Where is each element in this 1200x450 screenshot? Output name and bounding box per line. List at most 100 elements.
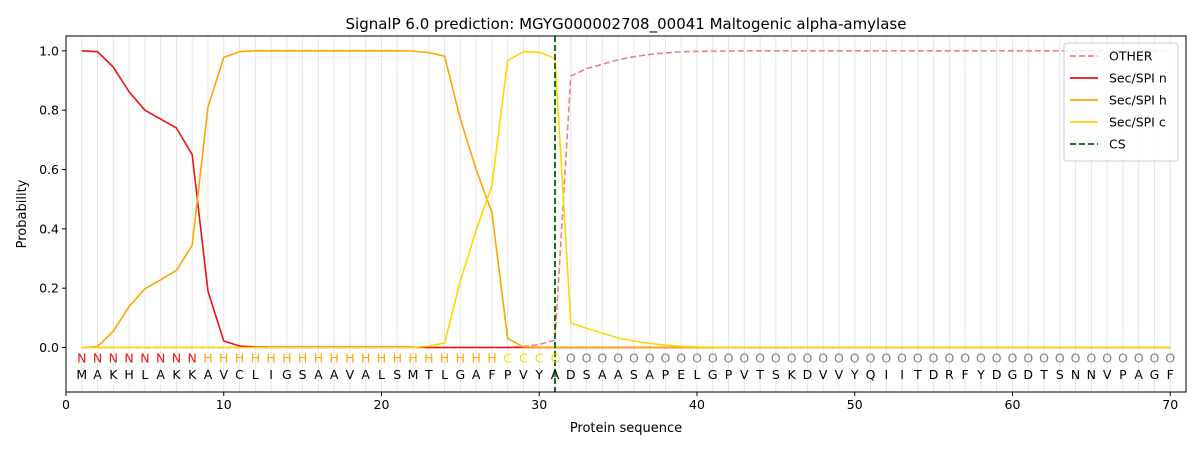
- region-label: H: [329, 350, 338, 365]
- region-label: O: [1055, 350, 1065, 365]
- residue-label: D: [992, 367, 1002, 382]
- region-label: O: [834, 350, 844, 365]
- residue-label: V: [835, 367, 844, 382]
- x-tick-label: 20: [374, 397, 390, 412]
- residue-label: A: [156, 367, 165, 382]
- residue-label: A: [551, 367, 560, 382]
- y-tick-label: 0.2: [39, 281, 59, 296]
- residue-label: T: [424, 367, 433, 382]
- legend-label: Sec/SPI c: [1109, 115, 1166, 130]
- region-label: H: [282, 350, 291, 365]
- residue-label: H: [124, 367, 133, 382]
- region-label: O: [1039, 350, 1049, 365]
- region-label: O: [1134, 350, 1144, 365]
- region-label: N: [172, 350, 181, 365]
- residue-label: A: [1134, 367, 1143, 382]
- residue-label: F: [488, 367, 495, 382]
- region-label: O: [787, 350, 797, 365]
- series-line-sec-spi-h: [81, 50, 1171, 349]
- region-label: O: [708, 350, 718, 365]
- residue-label: G: [456, 367, 466, 382]
- x-tick-label: 30: [531, 397, 547, 412]
- region-label: H: [456, 350, 465, 365]
- region-label: H: [361, 350, 370, 365]
- region-label: O: [1086, 350, 1096, 365]
- region-label: H: [298, 350, 307, 365]
- residue-label: G: [1008, 367, 1018, 382]
- region-label: O: [739, 350, 749, 365]
- region-label: O: [629, 350, 639, 365]
- residue-label: M: [408, 367, 419, 382]
- legend: OTHER Sec/SPI n Sec/SPI h Sec/SPI c CS: [1063, 42, 1179, 162]
- residue-label: V: [346, 367, 355, 382]
- region-label: O: [960, 350, 970, 365]
- grid-lines: [81, 36, 1171, 392]
- residue-label: V: [740, 367, 749, 382]
- residue-label: Q: [866, 367, 876, 382]
- region-label: C: [519, 350, 528, 365]
- legend-box: [1063, 42, 1179, 162]
- residue-label: V: [519, 367, 528, 382]
- region-label: N: [93, 350, 102, 365]
- residue-label: D: [566, 367, 576, 382]
- x-tick-label: 70: [1162, 397, 1178, 412]
- region-label: H: [251, 350, 260, 365]
- y-tick-label: 0.4: [39, 221, 59, 236]
- residue-label: I: [884, 367, 888, 382]
- residue-label: S: [583, 367, 591, 382]
- region-label: O: [676, 350, 686, 365]
- region-label: O: [944, 350, 954, 365]
- region-label: C: [503, 350, 512, 365]
- region-label: O: [866, 350, 876, 365]
- region-label: O: [566, 350, 576, 365]
- residue-label: L: [252, 367, 259, 382]
- region-label: H: [266, 350, 275, 365]
- residue-label: K: [188, 367, 197, 382]
- residue-label: Y: [534, 367, 543, 382]
- residue-label: S: [393, 367, 401, 382]
- region-label: H: [235, 350, 244, 365]
- region-label: N: [188, 350, 197, 365]
- region-label: O: [597, 350, 607, 365]
- region-label: O: [724, 350, 734, 365]
- region-label: O: [755, 350, 765, 365]
- region-label: O: [645, 350, 655, 365]
- plot-frame: [65, 35, 1187, 393]
- region-label: N: [124, 350, 133, 365]
- x-tick-label: 50: [847, 397, 863, 412]
- residue-label: A: [314, 367, 323, 382]
- residue-label: F: [1167, 367, 1174, 382]
- region-label: O: [661, 350, 671, 365]
- residue-label: P: [725, 367, 733, 382]
- residue-label: A: [93, 367, 102, 382]
- region-label: O: [802, 350, 812, 365]
- series-line-other: [81, 50, 1171, 349]
- residue-label: V: [819, 367, 828, 382]
- residue-label: A: [645, 367, 654, 382]
- region-label: H: [377, 350, 386, 365]
- region-label: O: [1150, 350, 1160, 365]
- residue-label: P: [504, 367, 512, 382]
- residue-label: P: [1119, 367, 1127, 382]
- residue-label: L: [694, 367, 701, 382]
- legend-label: CS: [1109, 137, 1126, 152]
- residue-label: S: [1056, 367, 1064, 382]
- residue-label: S: [630, 367, 638, 382]
- residue-label: E: [677, 367, 685, 382]
- residue-label: L: [141, 367, 148, 382]
- region-label: O: [1071, 350, 1081, 365]
- residue-label: M: [76, 367, 87, 382]
- legend-label: Sec/SPI h: [1109, 93, 1167, 108]
- residue-label: D: [803, 367, 813, 382]
- residue-label: F: [962, 367, 969, 382]
- series-line-sec-spi-c: [81, 50, 1171, 349]
- region-label: C: [551, 350, 560, 365]
- region-label: N: [109, 350, 118, 365]
- residue-label: T: [1039, 367, 1048, 382]
- region-label: O: [929, 350, 939, 365]
- x-axis-label: Protein sequence: [570, 421, 682, 436]
- x-tick-label: 0: [62, 397, 70, 412]
- residue-label: N: [1071, 367, 1080, 382]
- region-label: H: [219, 350, 228, 365]
